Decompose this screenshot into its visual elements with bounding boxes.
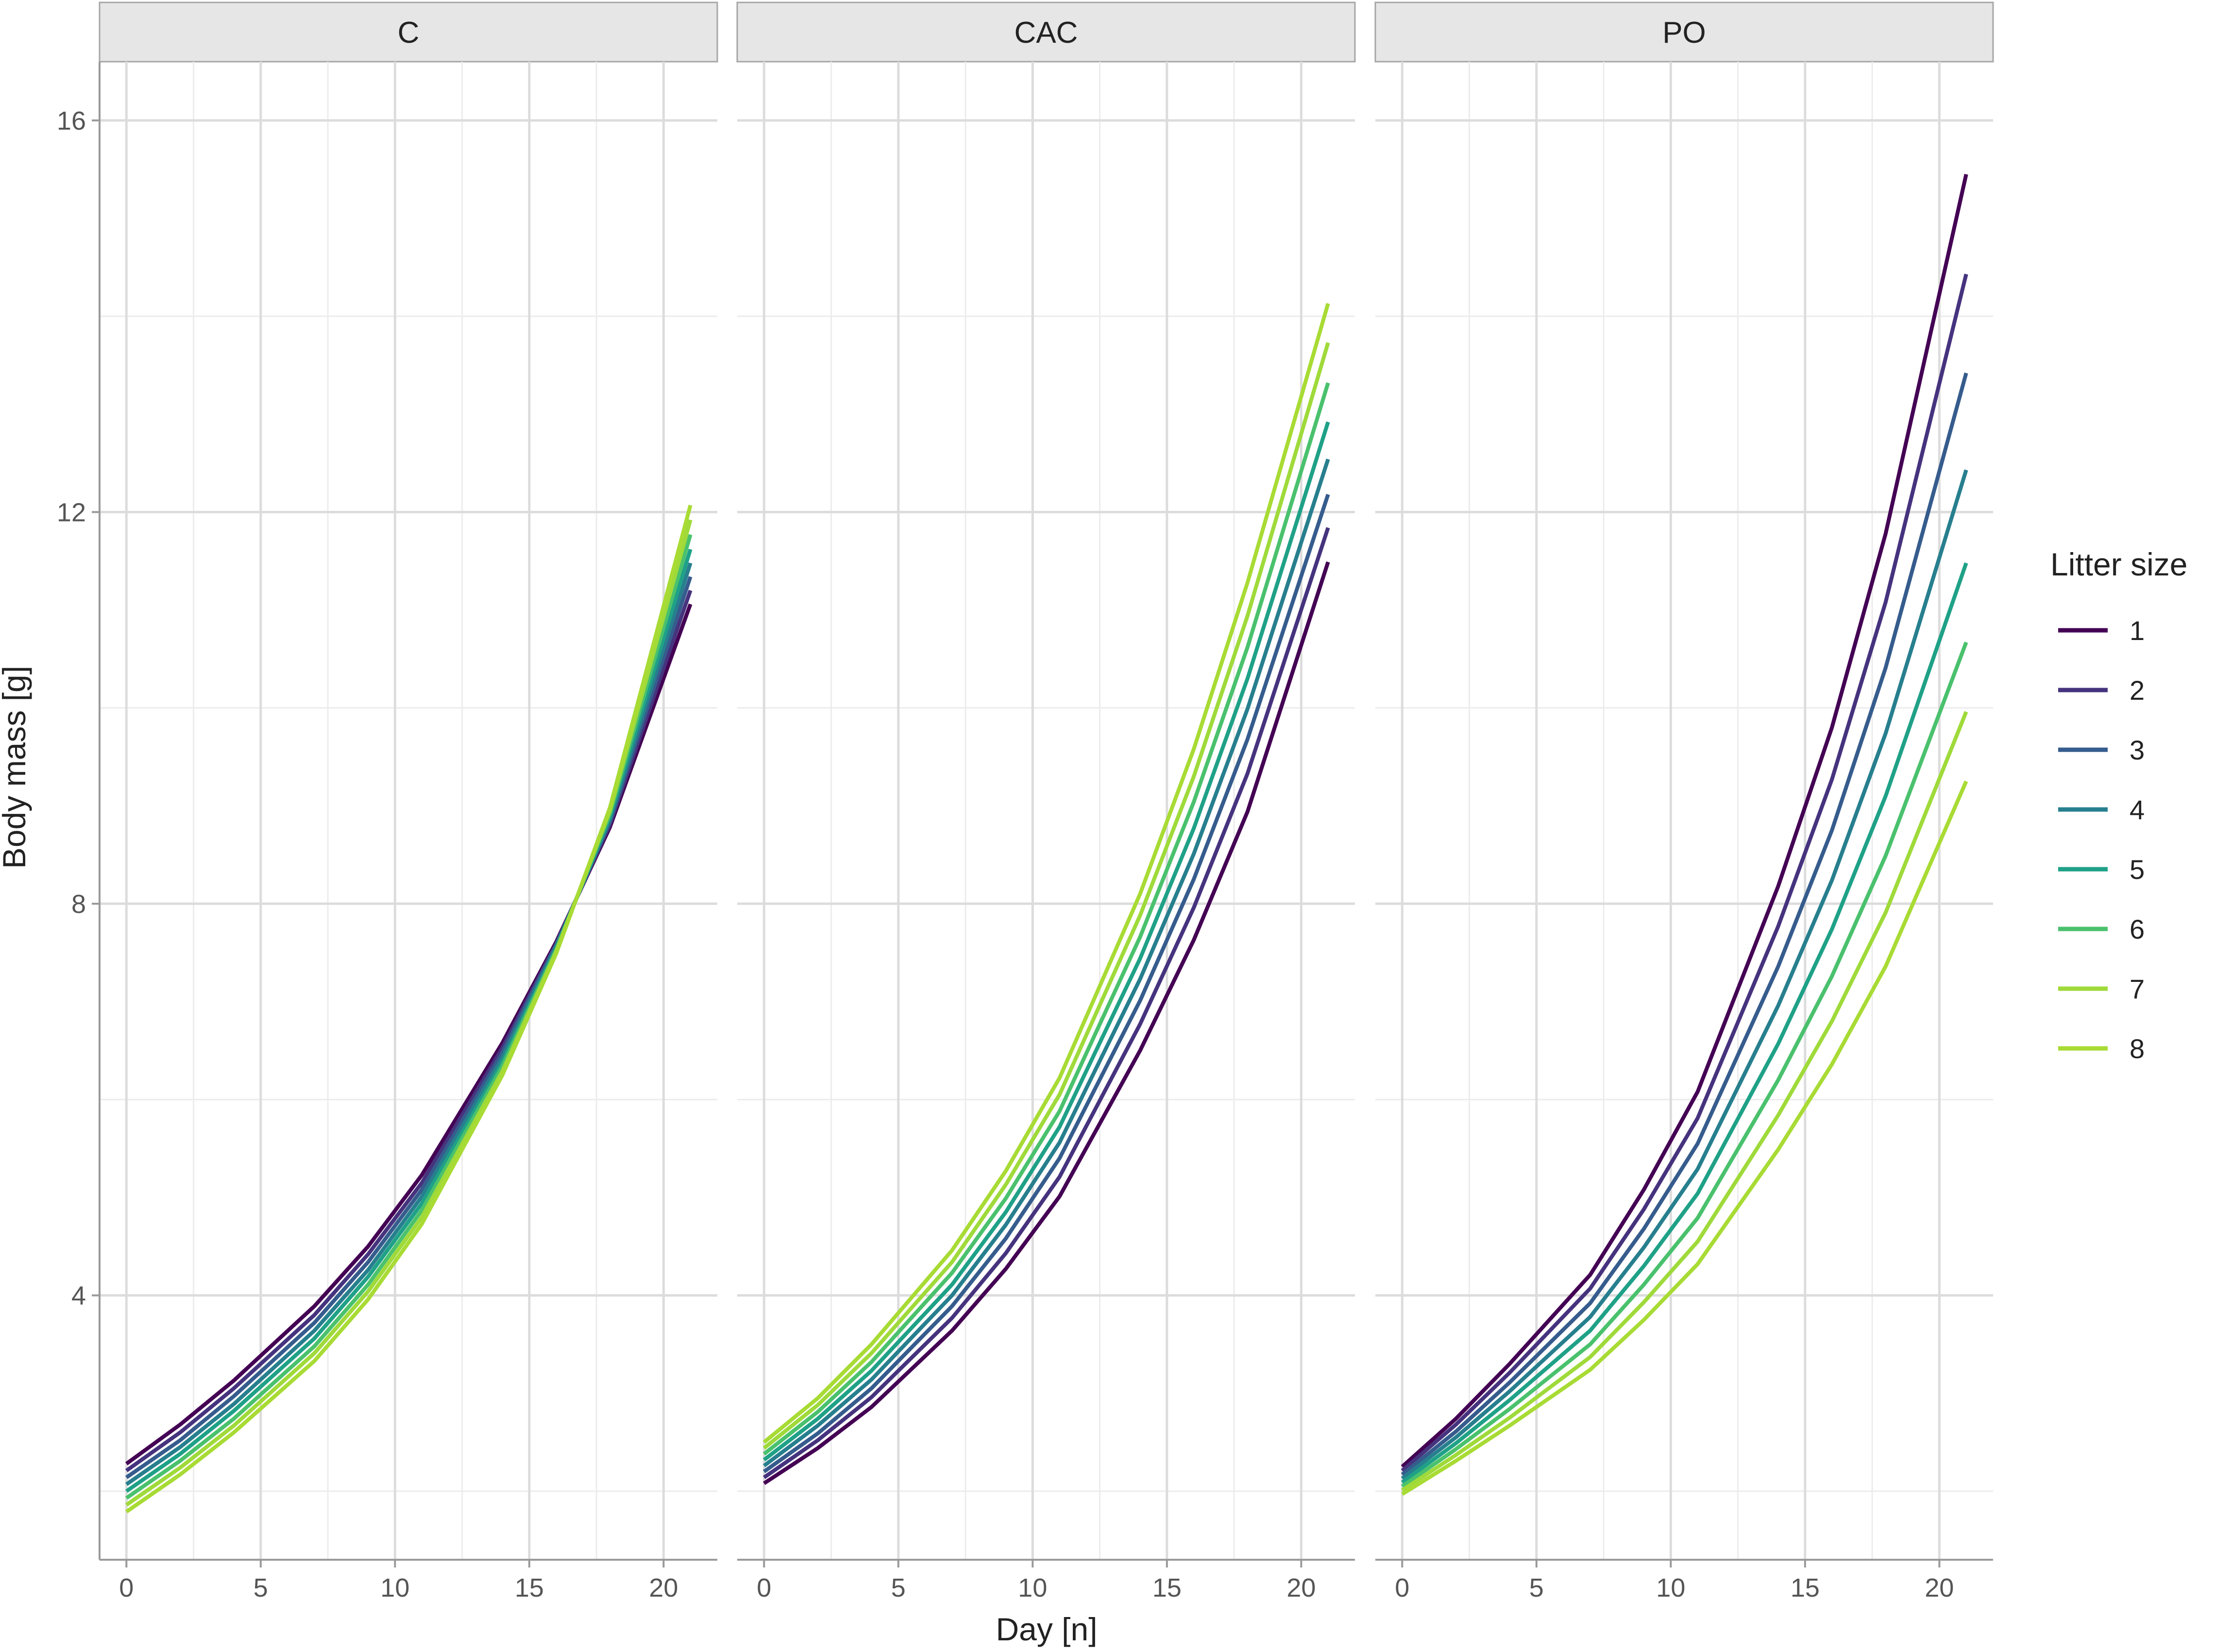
- x-tick-label: 5: [891, 1573, 906, 1602]
- legend-label: 3: [2130, 735, 2145, 765]
- x-tick-label: 15: [1791, 1573, 1820, 1602]
- panel-po: PO 0 5 10 15 20: [1374, 1, 1994, 1602]
- x-tick-label: 10: [1018, 1573, 1047, 1602]
- series-line-po-5: [1401, 562, 1968, 1484]
- series-line-po-3: [1401, 372, 1968, 1476]
- legend-item-7: 7: [2058, 974, 2145, 1004]
- grid-c: [100, 62, 717, 1560]
- legend-item-4: 4: [2058, 794, 2145, 825]
- series-line-c-8: [125, 505, 693, 1514]
- series-line-po-2: [1401, 273, 1968, 1472]
- x-tick-label: 10: [1656, 1573, 1685, 1602]
- panel-cac: CAC 0 5 10 15 20: [736, 1, 1356, 1602]
- legend-label: 5: [2130, 854, 2145, 885]
- y-tick-label: 8: [71, 890, 86, 919]
- legend-item-6: 6: [2058, 914, 2145, 944]
- x-axis-title: Day [n]: [996, 1611, 1097, 1647]
- legend-label: 8: [2130, 1033, 2145, 1064]
- legend-item-3: 3: [2058, 735, 2145, 765]
- series-line-po-6: [1401, 641, 1968, 1488]
- series-line-po-4: [1401, 469, 1968, 1480]
- y-tick-label: 4: [71, 1281, 86, 1311]
- x-tick-label: 0: [757, 1573, 771, 1602]
- x-tick-label: 5: [1529, 1573, 1544, 1602]
- panel-strip-cac: [736, 1, 1356, 63]
- series-line-cac-4: [762, 458, 1330, 1467]
- legend-item-8: 8: [2058, 1033, 2145, 1064]
- panel-strip-po: [1374, 1, 1994, 63]
- panel-title-po: PO: [1662, 16, 1706, 50]
- legend-item-1: 1: [2058, 615, 2145, 646]
- series-line-cac-8: [762, 303, 1330, 1444]
- x-tick-label: 15: [1152, 1573, 1182, 1602]
- panel-title-c: C: [398, 16, 420, 50]
- x-tick-label: 0: [119, 1573, 134, 1602]
- panel-c: C 4 8 12 16 0 5 10 15 20: [57, 1, 718, 1602]
- series-group-cac: [762, 303, 1330, 1485]
- x-tick-label: 10: [380, 1573, 409, 1602]
- series-line-cac-7: [762, 342, 1330, 1450]
- x-tick-label: 5: [254, 1573, 268, 1602]
- legend: Litter size 1 2 3 4 5 6 7 8: [2050, 546, 2187, 1064]
- legend-title: Litter size: [2050, 546, 2187, 582]
- legend-label: 4: [2130, 794, 2145, 825]
- x-tick-label: 20: [1925, 1573, 1954, 1602]
- legend-label: 2: [2130, 675, 2145, 706]
- x-tick-label: 20: [649, 1573, 678, 1602]
- legend-label: 7: [2130, 974, 2145, 1004]
- series-line-po-7: [1401, 711, 1968, 1492]
- x-tick-label: 20: [1286, 1573, 1316, 1602]
- legend-label: 1: [2130, 615, 2145, 646]
- legend-label: 6: [2130, 914, 2145, 944]
- series-line-cac-2: [763, 527, 1330, 1479]
- series-group-c: [125, 505, 693, 1514]
- series-line-cac-1: [763, 561, 1330, 1485]
- grid-cac: [737, 62, 1355, 1560]
- series-line-cac-6: [762, 382, 1330, 1456]
- series-line-po-1: [1401, 174, 1968, 1468]
- legend-item-2: 2: [2058, 675, 2145, 706]
- x-tick-label: 0: [1395, 1573, 1409, 1602]
- y-axis-title: Body mass [g]: [0, 666, 32, 869]
- legend-item-5: 5: [2058, 854, 2145, 885]
- panel-strip-c: [99, 1, 718, 63]
- y-tick-label: 16: [57, 106, 86, 135]
- series-line-cac-3: [762, 493, 1330, 1473]
- legend-items: 1 2 3 4 5 6 7 8: [2058, 615, 2145, 1064]
- series-line-po-8: [1401, 780, 1968, 1496]
- x-tick-label: 15: [515, 1573, 544, 1602]
- y-tick-label: 12: [57, 498, 86, 527]
- panels-layer: C 4 8 12 16 0 5 10 15 20 CAC 0 5 10 15 20 PO 0 5 10 15 20: [57, 1, 1994, 1602]
- panel-title-cac: CAC: [1015, 16, 1078, 50]
- series-group-po: [1401, 174, 1968, 1496]
- series-line-cac-5: [762, 421, 1330, 1462]
